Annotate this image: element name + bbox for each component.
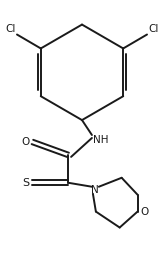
Text: Cl: Cl [148, 23, 158, 34]
Text: N: N [91, 185, 99, 195]
Text: S: S [22, 178, 30, 188]
Text: O: O [141, 207, 149, 217]
Text: Cl: Cl [6, 23, 16, 34]
Text: O: O [21, 137, 30, 147]
Text: NH: NH [93, 135, 108, 145]
